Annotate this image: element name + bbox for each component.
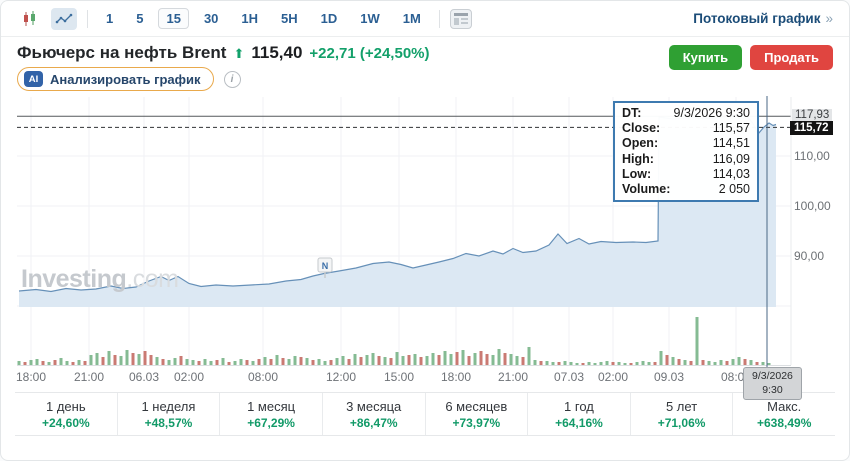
ohlc-tooltip: DT: 9/3/2026 9:30 Close: 115,57 Open: 114,51 H… (613, 101, 759, 203)
interval-1w[interactable]: 1W (360, 11, 380, 26)
interval-15[interactable]: 15 (158, 8, 189, 29)
interval-5h[interactable]: 5H (281, 11, 298, 26)
period-change: +24,60% (41, 415, 90, 430)
crosshair-date: 9/3/2026 (752, 370, 793, 382)
x-tick-label: 12:00 (325, 370, 357, 384)
period-label: 3 месяца (346, 398, 402, 414)
last-price: 115,40 (251, 43, 303, 62)
x-tick-label: 18:00 (15, 370, 47, 384)
period-1-неделя[interactable]: 1 неделя +48,57% (118, 393, 221, 435)
period-1-год[interactable]: 1 год +64,16% (528, 393, 631, 435)
watermark-bold: Investing (21, 265, 127, 293)
news-marker-label: N (322, 261, 329, 271)
news-marker-icon (317, 257, 333, 273)
crosshair-time: 9:30 (762, 383, 783, 396)
tooltip-row: DT: 9/3/2026 9:30 (622, 106, 750, 120)
y-tick-label: 110,00 (794, 149, 830, 163)
x-tick-label: 21:00 (497, 370, 529, 384)
y-tick-label: 100,00 (794, 199, 831, 213)
period-change: +638,49% (756, 415, 812, 430)
line-chart-icon[interactable] (51, 7, 77, 30)
x-tick-label: 18:00 (440, 370, 472, 384)
period-label: 5 лет (665, 398, 698, 414)
period-label: 1 неделя (141, 398, 196, 414)
period-label: 6 месяцев (445, 398, 508, 414)
sell-button[interactable]: Продать (750, 45, 833, 70)
x-tick-label: 06.03 (128, 370, 160, 384)
x-tick-label: 15:00 (383, 370, 415, 384)
instrument-title: Фьючерс на нефть Brent (17, 43, 227, 62)
ai-icon: AI (24, 71, 43, 87)
x-tick-label: 21:00 (73, 370, 105, 384)
period-change: +48,57% (144, 415, 193, 430)
candlestick-chart-icon[interactable] (17, 8, 43, 30)
period-change: +64,16% (555, 415, 603, 430)
interval-1h[interactable]: 1H (241, 11, 259, 26)
period-5-лет[interactable]: 5 лет +71,06% (631, 393, 734, 435)
investing-watermark: Investing.com (21, 265, 179, 294)
interval-30[interactable]: 30 (203, 11, 219, 26)
analyze-chart-button[interactable]: AI Анализировать график (17, 67, 214, 91)
period-change: +86,47% (349, 415, 398, 430)
period-label: Макс. (767, 398, 802, 414)
streaming-chart-link[interactable]: Потоковый график » (693, 11, 833, 26)
x-tick-label: 02:00 (597, 370, 629, 384)
last-price-badge: 115,72 (790, 121, 833, 135)
x-tick-label: 07.03 (553, 370, 585, 384)
streaming-chart-label: Потоковый график (693, 11, 821, 26)
panel-layout-icon[interactable] (449, 8, 472, 29)
price-change: +22,71 (+24,50%) (309, 45, 430, 62)
x-tick-label: 08:00 (247, 370, 279, 384)
tooltip-row: Open: 114,51 (622, 136, 750, 151)
x-tick-label: 02:00 (173, 370, 205, 384)
period-change: +71,06% (657, 415, 706, 430)
period-change: +73,97% (452, 415, 501, 430)
interval-5[interactable]: 5 (136, 11, 144, 26)
tooltip-row: Volume: 2 050 (622, 182, 750, 197)
volume-bars (17, 317, 771, 365)
info-icon[interactable]: i (223, 70, 241, 88)
price-up-arrow-icon: ⬆ (233, 46, 245, 61)
toolbar-divider (438, 9, 440, 28)
chevron-right-icon: » (825, 11, 833, 26)
toolbar-divider (87, 9, 88, 28)
y-tick-label: 90,00 (794, 249, 825, 263)
buy-button[interactable]: Купить (668, 45, 743, 70)
ai-row: AI Анализировать график i (17, 67, 241, 91)
period-1-день[interactable]: 1 день +24,60% (15, 393, 118, 435)
session-high-badge: 117,93 (792, 109, 833, 121)
period-performance-bar: 1 день +24,60% 1 неделя +48,57% 1 месяц +67,2… (15, 392, 835, 436)
interval-group: 1 5 15 30 1H 5H 1D 1W 1M (98, 8, 429, 29)
instrument-header: Фьючерс на нефть Brent ⬆ 115,40 +22,71 (… (17, 43, 430, 63)
period-label: 1 месяц (247, 398, 296, 414)
interval-1d[interactable]: 1D (320, 11, 338, 26)
period-change: +67,29% (247, 415, 295, 430)
watermark-light: .com (126, 265, 179, 293)
period-label: 1 год (564, 398, 594, 414)
interval-1m[interactable]: 1M (402, 11, 421, 26)
crosshair-time-badge: 9/3/2026 9:30 (743, 367, 802, 401)
analyze-chart-label: Анализировать график (50, 71, 201, 87)
trade-buttons: Купить Продать (668, 45, 833, 70)
tooltip-row: Low: 114,03 (622, 166, 750, 181)
tooltip-row: Close: 115,57 (622, 121, 750, 136)
chart-toolbar: 1 5 15 30 1H 5H 1D 1W 1M Потоковый график » (1, 1, 849, 37)
period-макс-[interactable]: Макс. +638,49% (733, 393, 835, 435)
period-3-месяца[interactable]: 3 месяца +86,47% (323, 393, 426, 435)
period-1-месяц[interactable]: 1 месяц +67,29% (220, 393, 323, 435)
interval-1[interactable]: 1 (106, 11, 114, 26)
tooltip-row: High: 116,09 (622, 151, 750, 166)
period-6-месяцев[interactable]: 6 месяцев +73,97% (426, 393, 529, 435)
period-label: 1 день (46, 398, 86, 414)
x-tick-label: 09.03 (653, 370, 685, 384)
